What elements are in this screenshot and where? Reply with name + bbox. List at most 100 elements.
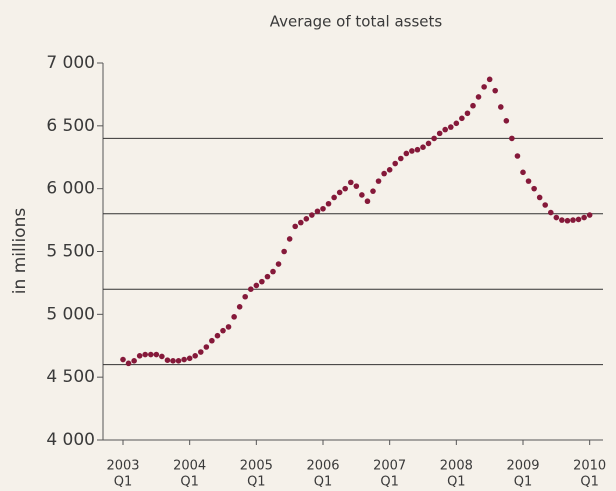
data-point	[342, 185, 349, 192]
data-point	[348, 179, 354, 186]
data-point	[386, 167, 393, 173]
data-point	[403, 150, 410, 157]
data-point	[398, 155, 404, 162]
data-point	[486, 76, 493, 83]
data-point	[464, 110, 471, 117]
x-tick-label: 2006	[306, 459, 339, 474]
data-point	[364, 198, 371, 205]
x-tick-sublabel: Q1	[114, 475, 133, 490]
data-point	[225, 324, 232, 330]
data-point	[581, 214, 587, 221]
data-point	[375, 178, 382, 184]
data-point	[414, 146, 421, 153]
data-point	[336, 189, 343, 196]
data-point	[470, 102, 476, 109]
data-point	[275, 261, 282, 267]
x-tick-label: 2007	[373, 459, 406, 474]
y-tick-label: 5 500	[46, 242, 95, 262]
x-tick-sublabel: Q1	[247, 475, 266, 490]
data-point	[164, 357, 171, 364]
data-point	[570, 217, 576, 223]
data-point	[181, 356, 187, 363]
data-point	[309, 212, 315, 218]
x-tick-sublabel: Q1	[314, 475, 333, 490]
data-point	[575, 216, 582, 223]
data-point	[509, 135, 515, 142]
data-point	[531, 185, 537, 192]
x-tick-sublabel: Q1	[580, 475, 599, 490]
data-point	[186, 355, 193, 362]
data-point	[481, 84, 487, 90]
data-point	[448, 124, 454, 130]
y-tick-label: 6 500	[46, 116, 95, 136]
x-tick-label: 2005	[240, 459, 273, 474]
data-point	[220, 327, 226, 334]
data-point	[353, 183, 360, 189]
data-point	[381, 170, 387, 177]
data-point	[270, 268, 276, 275]
data-point	[503, 118, 510, 124]
data-point	[520, 169, 526, 176]
data-point	[459, 115, 465, 122]
data-point	[148, 351, 154, 358]
x-tick-label: 2004	[173, 459, 206, 474]
data-point	[159, 353, 165, 360]
y-tick-label: 4 000	[46, 430, 95, 450]
data-point	[142, 351, 148, 358]
data-point	[331, 194, 337, 201]
data-point	[436, 130, 443, 137]
y-tick-label: 5 000	[46, 304, 95, 324]
y-tick-label: 7 000	[46, 53, 95, 73]
data-point	[542, 202, 548, 208]
data-point	[320, 205, 326, 212]
x-tick-sublabel: Q1	[180, 475, 199, 490]
data-point	[209, 337, 215, 344]
data-point	[425, 140, 432, 147]
data-point	[498, 104, 504, 110]
data-point	[303, 216, 310, 222]
data-point	[370, 188, 376, 194]
data-point	[264, 273, 271, 280]
data-point	[548, 209, 554, 216]
data-point	[136, 353, 143, 359]
data-point	[325, 200, 332, 207]
data-point	[214, 332, 221, 339]
y-tick-label: 4 500	[46, 367, 95, 387]
data-point	[231, 314, 237, 320]
data-point	[559, 217, 565, 223]
data-point	[525, 178, 532, 184]
data-point	[253, 282, 260, 289]
data-point	[242, 293, 248, 300]
data-point	[514, 153, 521, 159]
y-tick-label: 6 000	[46, 179, 95, 199]
data-point	[198, 349, 204, 355]
data-point	[553, 214, 560, 221]
data-point	[475, 94, 482, 100]
x-tick-sublabel: Q1	[447, 475, 466, 490]
data-point	[175, 358, 182, 364]
data-point	[359, 192, 365, 198]
data-point	[170, 358, 176, 364]
data-point	[203, 344, 210, 350]
data-point	[492, 87, 499, 94]
x-tick-label: 2003	[106, 459, 139, 474]
data-point	[125, 360, 132, 367]
data-point	[298, 219, 304, 226]
data-point	[442, 126, 449, 133]
data-point	[392, 160, 399, 167]
data-point	[586, 212, 593, 218]
data-point	[292, 223, 299, 230]
data-point	[564, 217, 571, 224]
y-axis-label: in millions	[10, 208, 30, 295]
data-point	[259, 278, 265, 285]
data-point	[248, 286, 254, 293]
data-point	[286, 236, 293, 242]
data-point	[192, 353, 198, 359]
data-point	[409, 148, 415, 154]
data-point	[131, 358, 137, 364]
x-tick-label: 2009	[506, 459, 539, 474]
data-point	[120, 356, 126, 363]
data-point	[236, 303, 243, 310]
